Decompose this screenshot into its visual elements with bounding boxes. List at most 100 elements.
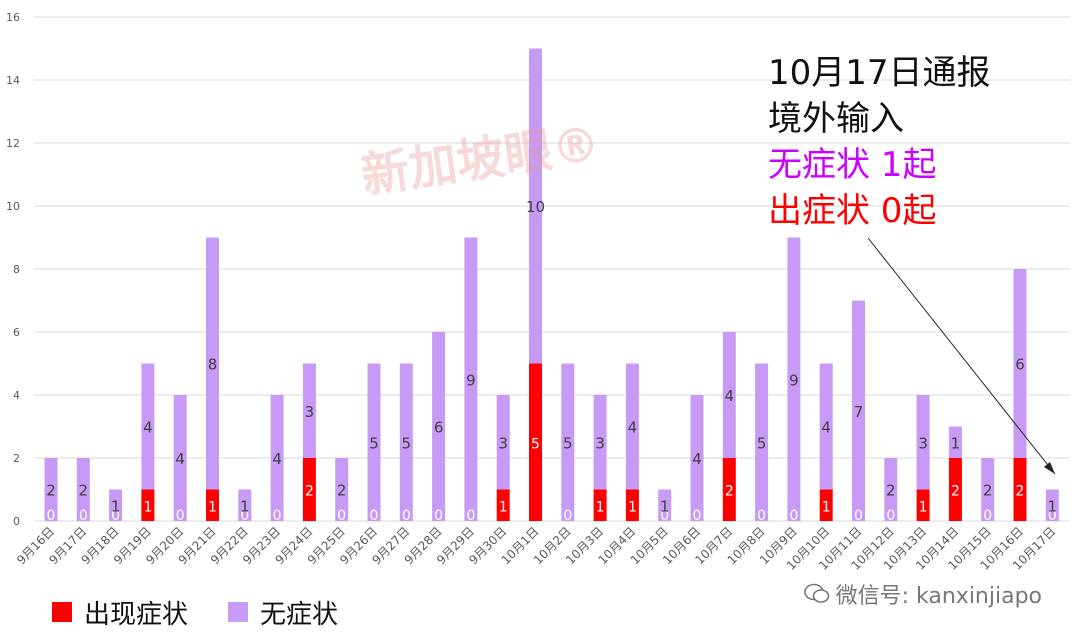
bar-asymptomatic (884, 458, 898, 521)
bar-asymptomatic (1013, 269, 1027, 458)
data-label-asymptomatic: 1 (240, 497, 250, 515)
data-label-symptomatic: 2 (1016, 484, 1025, 500)
legend-swatch-symptomatic (52, 602, 72, 622)
data-label-asymptomatic: 4 (628, 419, 638, 437)
wechat-account: 微信号: kanxinjiapo (803, 578, 1042, 610)
y-tick-label: 0 (13, 515, 20, 528)
bar-asymptomatic (529, 48, 542, 364)
data-label-symptomatic: 0 (434, 508, 443, 524)
bar-asymptomatic (496, 395, 510, 490)
bar-asymptomatic (625, 363, 639, 490)
data-label-symptomatic: 2 (951, 484, 960, 500)
data-label-asymptomatic: 10 (526, 198, 545, 216)
data-label-asymptomatic: 9 (466, 371, 476, 389)
bar-asymptomatic (916, 395, 930, 490)
data-label-asymptomatic: 8 (208, 356, 218, 374)
annotation-line-symptomatic: 出症状 0起 (768, 191, 937, 231)
annotation-arrowhead (1044, 462, 1055, 474)
data-label-symptomatic: 0 (79, 508, 88, 524)
data-label-asymptomatic: 9 (789, 371, 799, 389)
bar-symptomatic (529, 363, 542, 521)
bar-asymptomatic (787, 237, 801, 521)
data-label-symptomatic: 1 (822, 499, 831, 515)
y-tick-label: 12 (6, 137, 20, 150)
bar-asymptomatic (399, 363, 413, 521)
data-label-symptomatic: 2 (305, 484, 314, 500)
data-label-asymptomatic: 5 (757, 434, 767, 452)
wechat-account-label: 微信号: kanxinjiapo (835, 584, 1042, 609)
bar-asymptomatic (173, 395, 187, 521)
data-label-symptomatic: 0 (693, 508, 702, 524)
data-label-symptomatic: 0 (563, 508, 572, 524)
data-label-asymptomatic: 2 (46, 482, 56, 500)
data-label-symptomatic: 1 (208, 499, 217, 515)
bar-symptomatic (302, 458, 316, 521)
bar-asymptomatic (76, 458, 90, 521)
bar-asymptomatic (206, 237, 219, 490)
y-tick-label: 4 (13, 389, 20, 402)
bar-symptomatic (206, 489, 219, 521)
bar-symptomatic (819, 489, 833, 521)
data-label-asymptomatic: 2 (983, 482, 993, 500)
bar-symptomatic (722, 458, 736, 521)
bar-asymptomatic (238, 489, 252, 521)
data-label-symptomatic: 1 (143, 499, 152, 515)
data-label-symptomatic: 0 (854, 508, 863, 524)
legend: 出现症状 无症状 (52, 592, 378, 632)
annotation-arrow (867, 237, 1056, 475)
data-label-symptomatic: 0 (886, 508, 895, 524)
bar-symptomatic (625, 489, 639, 521)
bar-symptomatic (593, 489, 607, 521)
y-tick-label: 16 (6, 11, 20, 24)
data-label-asymptomatic: 6 (434, 419, 444, 437)
bar-asymptomatic (755, 363, 769, 521)
legend-swatch-asymptomatic (228, 602, 249, 622)
bar-asymptomatic (852, 300, 865, 521)
bar-symptomatic (141, 489, 155, 521)
annotation-line-imported: 境外输入 (768, 99, 904, 139)
data-label-symptomatic: 0 (370, 508, 379, 524)
bar-asymptomatic (432, 332, 446, 521)
bar-asymptomatic (109, 489, 123, 521)
bar-asymptomatic (593, 395, 607, 490)
data-label-symptomatic: 0 (789, 508, 798, 524)
bar-asymptomatic (270, 395, 284, 521)
y-tick-label: 8 (13, 263, 20, 276)
data-label-asymptomatic: 3 (498, 434, 508, 452)
data-label-symptomatic: 1 (628, 499, 637, 515)
data-label-asymptomatic: 4 (143, 419, 153, 437)
data-label-symptomatic: 0 (337, 508, 346, 524)
bar-symptomatic (1013, 458, 1027, 521)
legend-item-asymptomatic: 无症状 (228, 594, 338, 631)
data-label-asymptomatic: 4 (821, 419, 831, 437)
data-label-asymptomatic: 4 (692, 450, 702, 468)
bar-asymptomatic (367, 363, 381, 521)
data-label-asymptomatic: 1 (1048, 497, 1058, 515)
y-tick-label: 6 (13, 326, 20, 339)
data-label-symptomatic: 0 (47, 508, 56, 524)
legend-label-asymptomatic: 无症状 (260, 599, 339, 630)
x-axis-ticks: 9月16日9月17日9月18日9月19日9月20日9月21日9月22日9月23日… (14, 524, 1058, 572)
data-label-symptomatic: 0 (660, 508, 669, 524)
data-label-asymptomatic: 3 (595, 434, 605, 452)
data-label-symptomatic: 0 (757, 508, 766, 524)
bar-asymptomatic (722, 332, 736, 458)
data-label-asymptomatic: 2 (337, 482, 347, 500)
data-label-symptomatic: 0 (111, 508, 120, 524)
bar-symptomatic (948, 458, 962, 521)
y-axis-ticks: 0 2 4 6 8 10 12 14 16 (6, 11, 20, 528)
legend-label-symptomatic: 出现症状 (84, 599, 189, 630)
data-label-symptomatic: 0 (176, 508, 185, 524)
annotation-line-asymptomatic: 无症状 1起 (768, 145, 937, 185)
data-label-symptomatic: 0 (240, 508, 249, 524)
data-label-symptomatic: 2 (725, 484, 734, 500)
y-tick-label: 2 (13, 452, 20, 465)
data-label-asymptomatic: 5 (369, 434, 379, 452)
bar-asymptomatic (44, 458, 58, 521)
bar-asymptomatic (302, 363, 316, 458)
bar-asymptomatic (690, 395, 704, 521)
data-label-asymptomatic: 1 (660, 497, 670, 515)
bar-asymptomatic (981, 458, 995, 521)
